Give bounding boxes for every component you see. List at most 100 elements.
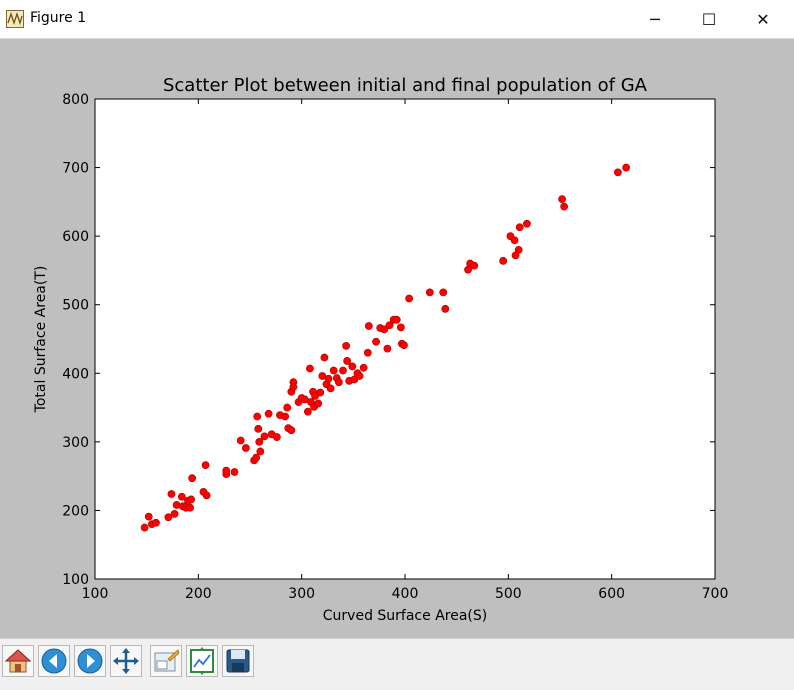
scatter-point — [306, 364, 314, 373]
scatter-point — [170, 509, 179, 518]
x-tick-label: 500 — [495, 586, 522, 602]
scatter-point — [252, 453, 261, 462]
save-button[interactable] — [222, 645, 254, 677]
scatter-point — [255, 437, 264, 446]
x-axis-ticks: 100 200 300 400 500 600 700 — [82, 99, 729, 602]
scatter-point — [558, 195, 566, 204]
forward-button[interactable] — [74, 645, 106, 677]
scatter-point — [383, 344, 392, 353]
scatter-point — [441, 304, 450, 313]
y-tick-label: 200 — [62, 503, 89, 519]
scatter-point — [348, 362, 357, 371]
scatter-point — [560, 202, 569, 211]
home-button[interactable] — [2, 645, 34, 677]
scatter-point — [283, 403, 292, 412]
save-icon — [226, 649, 250, 673]
y-axis-ticks: 100 200 300 400 500 600 700 800 — [62, 92, 715, 588]
maximize-button[interactable]: ☐ — [701, 9, 717, 29]
scatter-point — [254, 424, 263, 433]
scatter-point — [334, 378, 343, 387]
scatter-point — [425, 288, 434, 297]
scatter-point — [405, 294, 414, 303]
y-tick-label: 700 — [62, 161, 89, 177]
x-axis-label: Curved Surface Area(S) — [323, 608, 487, 624]
chart-title: Scatter Plot between initial and final p… — [163, 75, 648, 96]
scatter-point — [343, 357, 352, 365]
scatter-point — [222, 466, 231, 475]
scatter-point — [342, 341, 350, 350]
figure-canvas[interactable]: Scatter Plot between initial and final p… — [0, 39, 794, 638]
subplots-button[interactable] — [186, 645, 218, 677]
y-tick-label: 800 — [62, 92, 89, 108]
scatter-point — [272, 433, 281, 441]
scatter-point — [253, 412, 262, 421]
back-button[interactable] — [38, 645, 70, 677]
scatter-point — [326, 384, 335, 393]
scatter-point — [140, 523, 149, 532]
zoom-button[interactable] — [150, 645, 182, 677]
scatter-chart: Scatter Plot between initial and final p… — [33, 75, 729, 624]
scatter-point — [241, 444, 250, 452]
scatter-point — [470, 261, 479, 270]
scatter-point — [396, 323, 405, 332]
scatter-point — [144, 512, 153, 521]
scatter-point — [177, 492, 186, 501]
pan-button[interactable] — [110, 645, 142, 677]
scatter-point — [385, 321, 394, 330]
scatter-point — [515, 223, 524, 232]
scatter-point — [439, 288, 448, 297]
zoom-icon — [154, 649, 180, 672]
scatter-point — [186, 503, 194, 512]
scatter-point — [372, 337, 380, 346]
scatter-point — [499, 256, 508, 265]
scatter-point — [400, 341, 408, 350]
scatter-point — [320, 353, 329, 362]
scatter-point — [230, 468, 239, 476]
scatter-point — [324, 374, 333, 383]
scatter-point — [514, 245, 523, 254]
scatter-point — [355, 372, 364, 380]
y-tick-label: 100 — [62, 572, 89, 588]
pan-icon — [113, 648, 139, 674]
plot-area — [94, 98, 716, 580]
scatter-point — [260, 432, 269, 441]
x-tick-label: 600 — [598, 586, 625, 602]
y-tick-label: 600 — [62, 229, 89, 245]
scatter-point — [202, 491, 211, 500]
scatter-point — [264, 409, 273, 418]
subplots-icon — [190, 647, 214, 675]
scatter-point — [622, 163, 631, 172]
scatter-point — [380, 325, 389, 334]
home-icon — [4, 649, 32, 673]
scatter-point — [613, 168, 622, 177]
window-title: Figure 1 — [30, 10, 87, 26]
y-tick-label: 400 — [62, 366, 89, 382]
navigation-toolbar — [0, 638, 794, 690]
window-titlebar: Figure 1 ─ ☐ ✕ — [0, 0, 794, 39]
matplotlib-app-icon — [6, 10, 24, 28]
scatter-point — [167, 490, 176, 498]
scatter-point — [523, 219, 531, 228]
x-tick-label: 700 — [702, 586, 729, 602]
scatter-point — [289, 383, 298, 391]
x-tick-label: 100 — [82, 586, 109, 602]
y-tick-label: 500 — [62, 298, 89, 314]
scatter-point — [316, 388, 325, 397]
y-axis-label: Total Surface Area(T) — [33, 266, 49, 414]
scatter-point — [201, 461, 210, 470]
scatter-point — [256, 447, 265, 456]
scatter-point — [314, 399, 323, 408]
close-button[interactable]: ✕ — [756, 9, 770, 29]
back-icon — [41, 648, 67, 674]
scatter-point — [281, 412, 290, 421]
scatter-point — [152, 518, 160, 527]
scatter-point — [187, 495, 195, 504]
x-tick-label: 400 — [392, 586, 419, 602]
x-tick-label: 200 — [185, 586, 212, 602]
scatter-point — [392, 315, 401, 324]
x-tick-label: 300 — [288, 586, 315, 602]
scatter-point — [359, 363, 368, 372]
minimize-button[interactable]: ─ — [650, 9, 660, 29]
scatter-point — [164, 513, 173, 522]
scatter-point — [329, 366, 338, 375]
